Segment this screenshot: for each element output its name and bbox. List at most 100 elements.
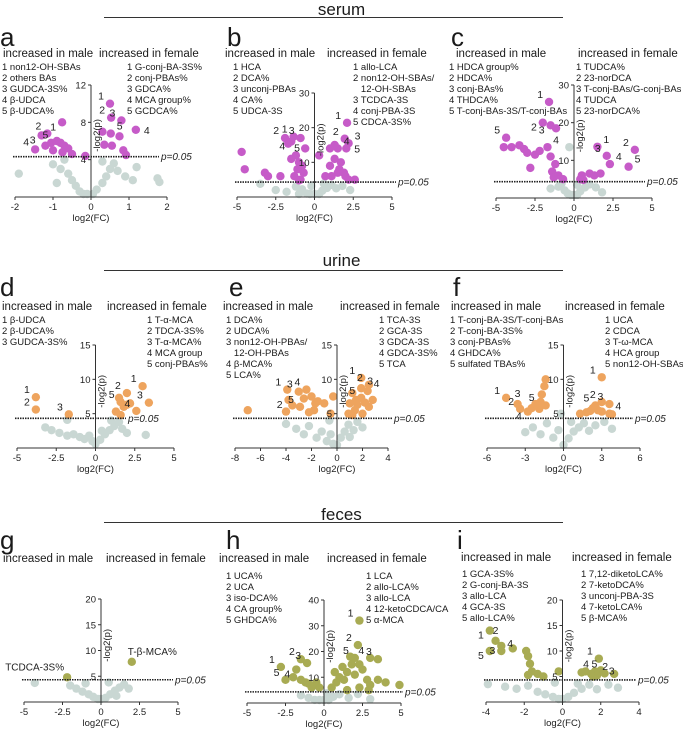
y-tick-label: 5	[553, 409, 558, 420]
significant-point	[363, 386, 372, 396]
significant-point	[281, 675, 290, 685]
significant-point	[293, 165, 302, 174]
nonsignificant-point	[607, 424, 617, 433]
nonsignificant-point	[256, 179, 265, 189]
point-label: 5	[354, 143, 360, 155]
x-tick-label: 5	[175, 707, 180, 718]
legend-item-female: 3 GDCA-3S	[379, 337, 430, 348]
significant-point	[304, 408, 314, 417]
significant-point	[240, 165, 249, 174]
nonsignificant-point	[573, 679, 582, 688]
x-tick-label: 0	[571, 203, 576, 214]
legend-item-male: 5 T-conj-BAs-3S/T-conj-BAs	[449, 106, 568, 117]
nonsignificant-point	[81, 679, 90, 688]
point-label: 2	[623, 137, 629, 149]
point-label: 4	[295, 377, 301, 389]
significant-point	[116, 410, 125, 420]
y-tick-label: 5	[327, 409, 332, 420]
nonsignificant-point	[528, 423, 538, 432]
nonsignificant-point	[98, 178, 107, 188]
legend-item-male: 1 non12-OH-SBAs	[2, 62, 81, 73]
significant-point	[551, 159, 560, 169]
point-label: 5	[343, 645, 349, 657]
significant-point	[381, 678, 390, 687]
nonsignificant-point	[109, 159, 119, 168]
significant-point	[288, 401, 297, 410]
y-axis-label: -log2(p)	[102, 629, 113, 662]
legend-item-female: 1 LCA	[366, 571, 393, 582]
significant-point	[523, 148, 532, 157]
significant-point	[357, 373, 366, 383]
point-label: 1	[478, 630, 484, 642]
legend-item-female: 1 T-α-MCA	[147, 315, 193, 326]
nonsignificant-point	[48, 160, 58, 169]
panel-letter: c	[451, 22, 464, 52]
significant-point	[328, 392, 338, 401]
nonsignificant-point	[564, 434, 573, 443]
nonsignificant-point	[483, 679, 493, 689]
point-label: 2	[531, 122, 537, 134]
nonsignificant-point	[102, 172, 111, 181]
legend-item-female: 3 unconj-PBA-3S	[581, 591, 654, 602]
significant-point	[114, 393, 124, 403]
legend-item-male: 5 sulfated TBAs%	[450, 359, 526, 370]
point-label: 5	[591, 658, 597, 670]
significant-point	[37, 131, 46, 140]
y-tick-label: 10	[548, 375, 559, 386]
point-label: 5	[109, 389, 115, 401]
x-tick-label: 0	[312, 202, 317, 213]
significant-point	[237, 147, 246, 157]
heading-increased-female: increased in female	[99, 48, 199, 60]
x-tick-label: -6	[256, 453, 264, 464]
significant-point	[276, 662, 286, 672]
significant-point	[31, 392, 41, 402]
point-label: 4	[553, 134, 559, 146]
threshold-label: p=0.05	[160, 152, 192, 163]
nonsignificant-point	[141, 430, 150, 440]
point-label: 3	[57, 401, 63, 413]
significant-point	[541, 375, 550, 384]
legend-item-male: 3 unconj-PBAs	[233, 84, 296, 95]
point-label: 3	[137, 390, 143, 402]
section-divider	[104, 17, 563, 18]
nonsignificant-point	[566, 417, 576, 427]
section-divider	[104, 270, 563, 271]
y-tick-label: 10	[308, 673, 319, 684]
nonsignificant-point	[294, 189, 304, 199]
nonsignificant-point	[60, 155, 69, 164]
point-label: 3	[598, 391, 604, 403]
legend-item-female: 3 T-ω-MCA	[605, 337, 653, 348]
nonsignificant-point	[345, 185, 355, 195]
nonsignificant-point	[122, 428, 132, 438]
significant-point	[535, 146, 544, 156]
legend-item-male: 2 others BAs	[2, 73, 57, 84]
significant-point	[321, 172, 330, 181]
x-axis-label: log2(FC)	[545, 464, 582, 475]
point-label: 2	[357, 372, 363, 384]
legend-item-female: 3 allo-LCA	[366, 593, 411, 604]
nonsignificant-point	[63, 169, 73, 178]
y-tick-label: 10	[299, 158, 310, 169]
x-axis-label: log2(FC)	[319, 464, 356, 475]
nonsignificant-point	[296, 691, 306, 700]
nonsignificant-point	[358, 423, 367, 432]
x-tick-label: 5	[649, 203, 654, 214]
significant-point	[81, 151, 90, 161]
y-axis-label: -log2(p)	[565, 375, 576, 408]
point-label: 2	[115, 380, 121, 392]
significant-point	[307, 392, 316, 401]
point-label: 4	[358, 645, 364, 657]
y-tick-label: 15	[548, 341, 559, 352]
significant-point	[301, 144, 310, 153]
significant-point	[594, 654, 604, 663]
significant-point	[523, 670, 533, 680]
point-label: T-β-MCA%	[128, 647, 177, 658]
significant-point	[31, 405, 41, 414]
legend-item-female: 4 MCA group%	[127, 95, 191, 106]
point-label: 1	[603, 134, 609, 146]
nonsignificant-point	[282, 187, 291, 196]
significant-point	[507, 142, 516, 152]
significant-point	[138, 382, 147, 391]
significant-point	[64, 410, 74, 419]
